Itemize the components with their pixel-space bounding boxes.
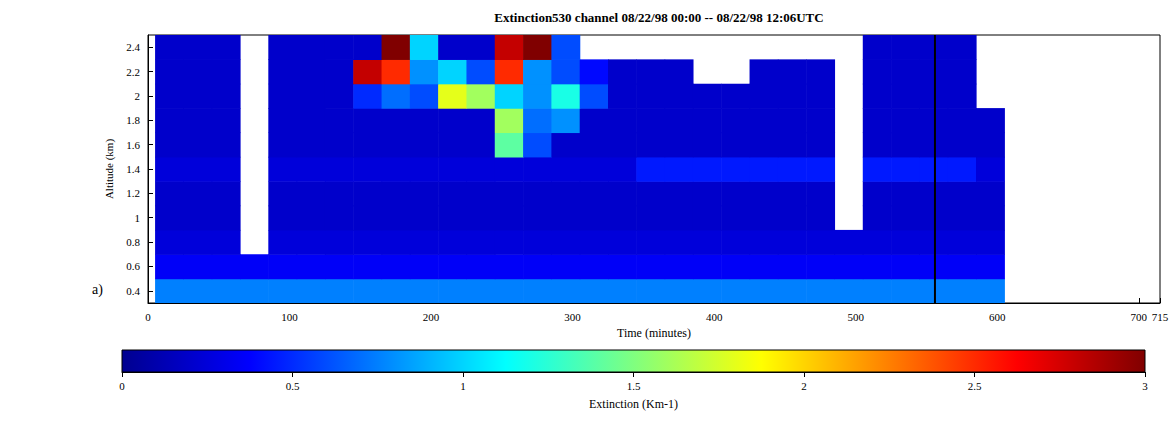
svg-text:1.8: 1.8 bbox=[126, 114, 140, 126]
svg-text:300: 300 bbox=[564, 311, 581, 323]
svg-text:600: 600 bbox=[989, 311, 1006, 323]
svg-text:1.2: 1.2 bbox=[126, 187, 140, 199]
svg-text:500: 500 bbox=[847, 311, 864, 323]
svg-text:Extinction (Km-1): Extinction (Km-1) bbox=[589, 397, 678, 411]
svg-text:0.5: 0.5 bbox=[286, 380, 300, 392]
svg-text:a): a) bbox=[92, 282, 103, 298]
svg-text:1.4: 1.4 bbox=[126, 163, 140, 175]
svg-text:1.5: 1.5 bbox=[627, 380, 641, 392]
svg-text:Time (minutes): Time (minutes) bbox=[617, 326, 691, 340]
svg-text:100: 100 bbox=[281, 311, 298, 323]
svg-text:2: 2 bbox=[801, 380, 807, 392]
svg-text:700: 700 bbox=[1131, 311, 1148, 323]
svg-text:0: 0 bbox=[145, 311, 151, 323]
svg-text:200: 200 bbox=[423, 311, 440, 323]
svg-text:2.4: 2.4 bbox=[126, 41, 140, 53]
svg-text:715: 715 bbox=[1152, 311, 1169, 323]
svg-text:2.5: 2.5 bbox=[968, 380, 982, 392]
svg-text:1: 1 bbox=[135, 212, 141, 224]
svg-text:0: 0 bbox=[119, 380, 125, 392]
svg-text:Altitude (km): Altitude (km) bbox=[103, 139, 116, 200]
svg-text:2: 2 bbox=[135, 90, 141, 102]
svg-text:1: 1 bbox=[460, 380, 466, 392]
svg-text:0.4: 0.4 bbox=[126, 285, 140, 297]
svg-text:0.6: 0.6 bbox=[126, 260, 140, 272]
svg-text:1.6: 1.6 bbox=[126, 139, 140, 151]
svg-text:0.8: 0.8 bbox=[126, 236, 140, 248]
svg-text:3: 3 bbox=[1142, 380, 1148, 392]
svg-text:Extinction530 channel 08/22/98: Extinction530 channel 08/22/98 00:00 -- … bbox=[494, 10, 823, 25]
svg-text:400: 400 bbox=[706, 311, 723, 323]
svg-text:2.2: 2.2 bbox=[126, 66, 140, 78]
